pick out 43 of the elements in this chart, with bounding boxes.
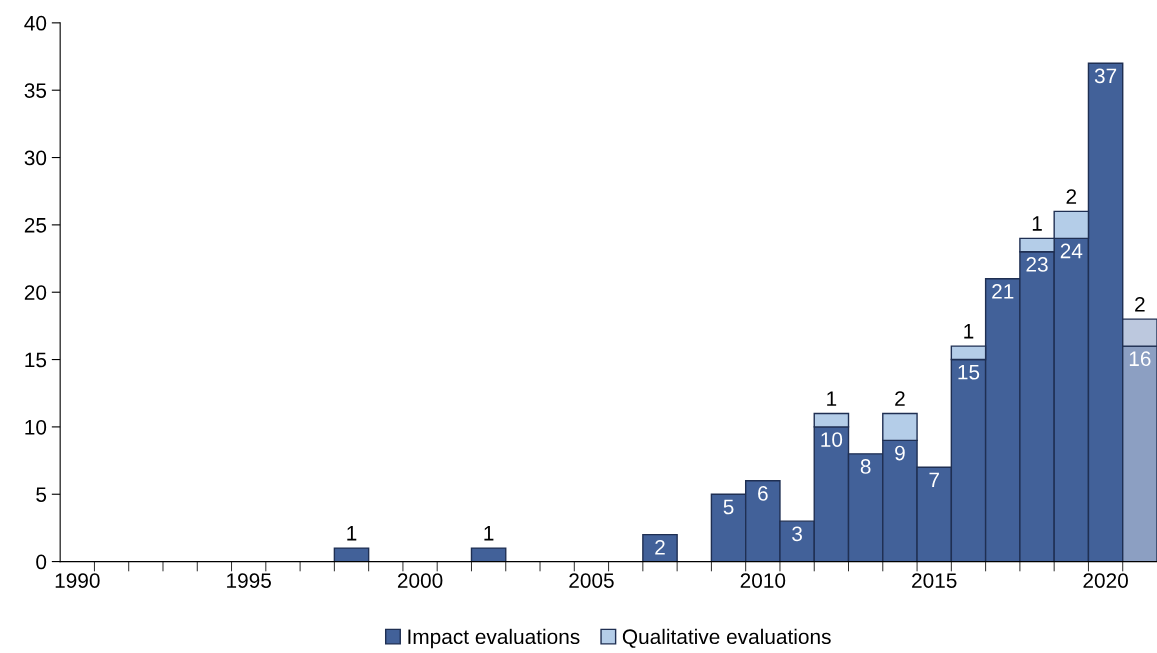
data-label: 23 (1026, 257, 1048, 272)
x-tick-label: 2020 (1083, 573, 1128, 588)
x-tick-label: 1990 (55, 573, 100, 588)
data-label: 1 (1032, 216, 1042, 231)
bar (642, 533, 678, 562)
data-label: 2 (655, 539, 665, 555)
y-tick-label: 15 (25, 352, 47, 368)
y-tick-label: 25 (24, 217, 47, 233)
legend-label: Qualitative evaluations (622, 628, 831, 648)
data-label: 21 (992, 284, 1014, 299)
data-label: 2 (895, 391, 905, 406)
data-label: 16 (1129, 351, 1151, 367)
bar (470, 547, 507, 562)
y-tick-label: 10 (25, 419, 47, 435)
data-label: 1 (964, 324, 974, 339)
data-label: 3 (792, 526, 802, 542)
data-label: 1 (827, 391, 837, 406)
x-tick-label: 2010 (740, 573, 786, 588)
data-label: 8 (860, 459, 871, 474)
data-label: 6 (758, 486, 768, 501)
data-label: 9 (895, 445, 905, 461)
y-tick-label: 30 (24, 150, 47, 166)
data-label: 2 (1135, 296, 1145, 312)
data-label: 37 (1094, 68, 1117, 84)
legend-label: Impact evaluations (408, 628, 580, 649)
data-label: 10 (821, 432, 843, 447)
data-label: 1 (484, 526, 494, 541)
x-tick-label: 2015 (912, 573, 957, 588)
y-tick-label: 0 (36, 554, 47, 570)
y-tick-label: 35 (24, 83, 47, 98)
data-label: 2 (1066, 189, 1077, 204)
x-tick-label: 1995 (227, 573, 271, 588)
data-label: 15 (958, 365, 980, 380)
x-tick-label: 2000 (397, 573, 443, 588)
y-tick-label: 5 (36, 487, 47, 502)
x-tick-label: 2005 (569, 573, 614, 588)
data-label: 1 (347, 526, 357, 541)
data-label: 24 (1060, 243, 1083, 259)
data-label: 5 (723, 499, 734, 515)
y-tick-label: 20 (24, 285, 47, 300)
y-tick-label: 40 (24, 15, 47, 31)
data-label: 7 (929, 472, 939, 488)
bar (333, 547, 370, 562)
